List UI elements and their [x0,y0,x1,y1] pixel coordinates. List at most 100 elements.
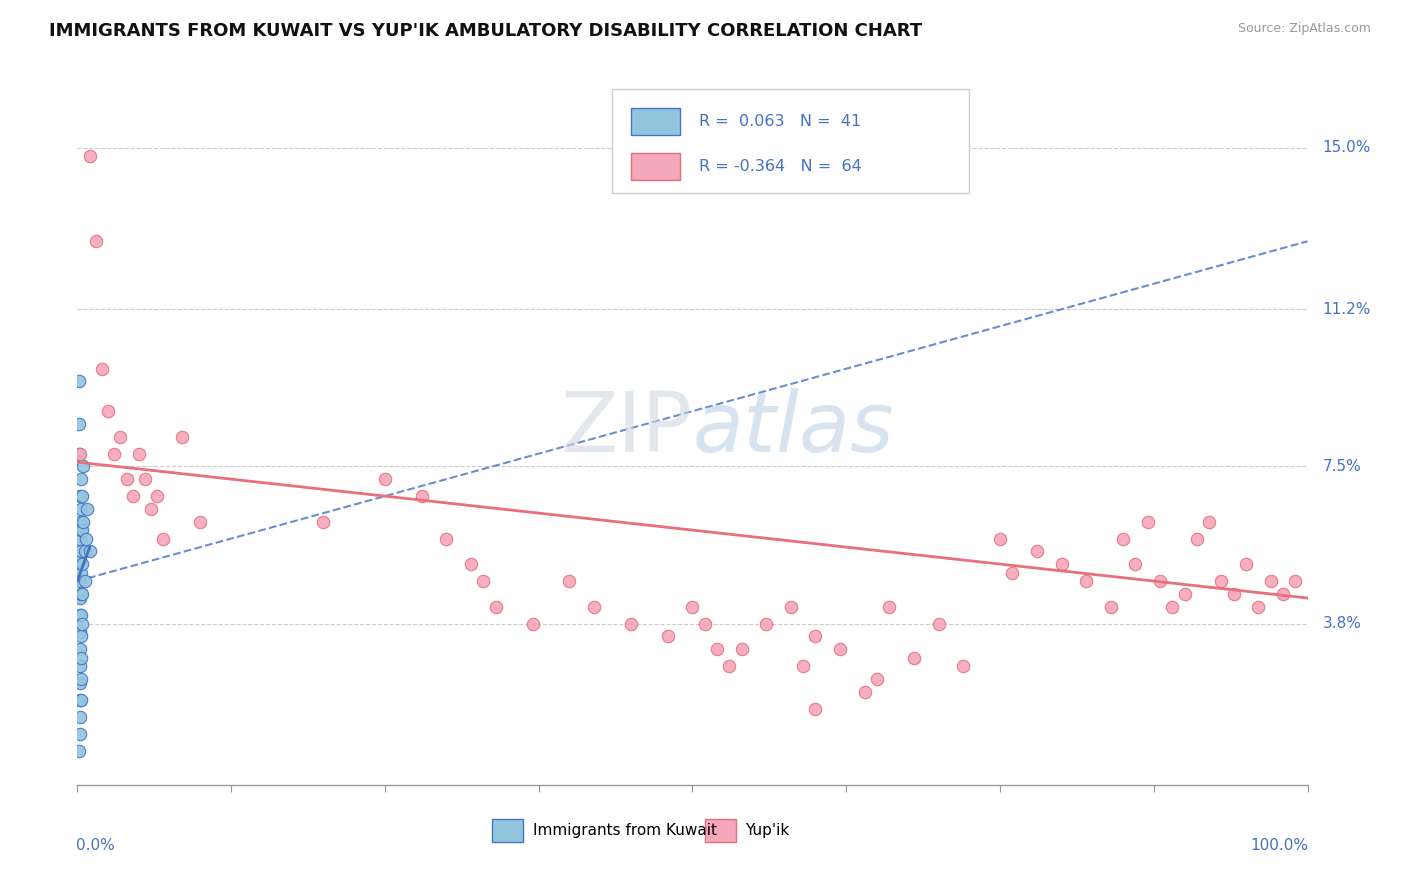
Point [79,544,101,558]
Point [70,629,93,643]
Point [128,447,150,461]
Point [620,616,643,631]
Point [70,544,93,558]
Point [70,523,93,537]
Point [1001,566,1024,580]
Point [70,501,93,516]
Point [879,599,901,614]
FancyBboxPatch shape [613,89,969,193]
Point [853,684,876,698]
Point [73,544,96,558]
Point [70,472,93,486]
Point [69,642,91,657]
Point [70,693,93,707]
Point [115,472,138,486]
Point [69,489,91,503]
Point [988,532,1011,546]
Point [1185,532,1208,546]
Point [69,447,91,461]
Text: R = -0.364   N =  64: R = -0.364 N = 64 [699,159,862,174]
Point [1284,574,1306,588]
Point [804,629,827,643]
Point [69,532,91,546]
Point [70,587,93,601]
Text: IMMIGRANTS FROM KUWAIT VS YUP'IK AMBULATORY DISABILITY CORRELATION CHART: IMMIGRANTS FROM KUWAIT VS YUP'IK AMBULAT… [49,22,922,40]
Point [460,557,482,571]
Point [70,566,93,580]
Point [67,375,90,389]
Point [97,404,120,418]
Point [485,599,508,614]
Point [1247,599,1270,614]
Text: atlas: atlas [693,388,894,468]
Point [1223,587,1246,601]
Point [70,650,93,665]
Point [75,532,97,546]
Point [69,625,91,640]
Point [792,659,814,673]
Point [411,489,433,503]
Point [69,515,91,529]
Point [103,447,125,461]
Point [780,599,803,614]
Point [1161,599,1184,614]
Point [472,574,495,588]
Point [69,693,91,707]
Point [1149,574,1171,588]
Point [583,599,606,614]
Point [436,532,458,546]
Text: 0.0%: 0.0% [76,838,115,854]
Text: 7.5%: 7.5% [1323,458,1361,474]
Point [1136,515,1159,529]
Text: R =  0.063   N =  41: R = 0.063 N = 41 [699,114,860,128]
Point [70,672,93,686]
Point [70,489,93,503]
Point [1260,574,1282,588]
Point [657,629,679,643]
Point [121,489,143,503]
Point [188,515,212,529]
Point [69,676,91,690]
Text: 11.2%: 11.2% [1323,301,1371,317]
FancyBboxPatch shape [704,819,735,842]
Point [1234,557,1257,571]
FancyBboxPatch shape [631,153,681,180]
Point [1272,587,1295,601]
Point [110,430,132,444]
Point [79,149,101,163]
Point [755,616,778,631]
Point [76,501,98,516]
Point [67,417,90,431]
Text: ZIP: ZIP [561,388,693,468]
Text: 3.8%: 3.8% [1323,616,1361,631]
Point [67,744,90,758]
Point [70,616,93,631]
Point [718,659,741,673]
Point [84,234,107,248]
Point [70,587,93,601]
Point [70,523,93,537]
Point [141,501,163,516]
Point [1026,544,1049,558]
Point [830,642,852,657]
Point [72,459,94,474]
Point [1211,574,1233,588]
Point [69,553,91,567]
Point [374,472,396,486]
Point [952,659,974,673]
FancyBboxPatch shape [631,108,681,135]
Point [69,574,91,588]
Point [903,650,925,665]
Point [731,642,754,657]
Point [1174,587,1197,601]
Point [312,515,335,529]
Point [522,616,544,631]
Point [693,616,716,631]
Point [1050,557,1073,571]
Text: 15.0%: 15.0% [1323,140,1371,155]
Point [1112,532,1135,546]
Point [558,574,581,588]
Point [1125,557,1147,571]
Point [1076,574,1098,588]
Point [69,659,91,673]
